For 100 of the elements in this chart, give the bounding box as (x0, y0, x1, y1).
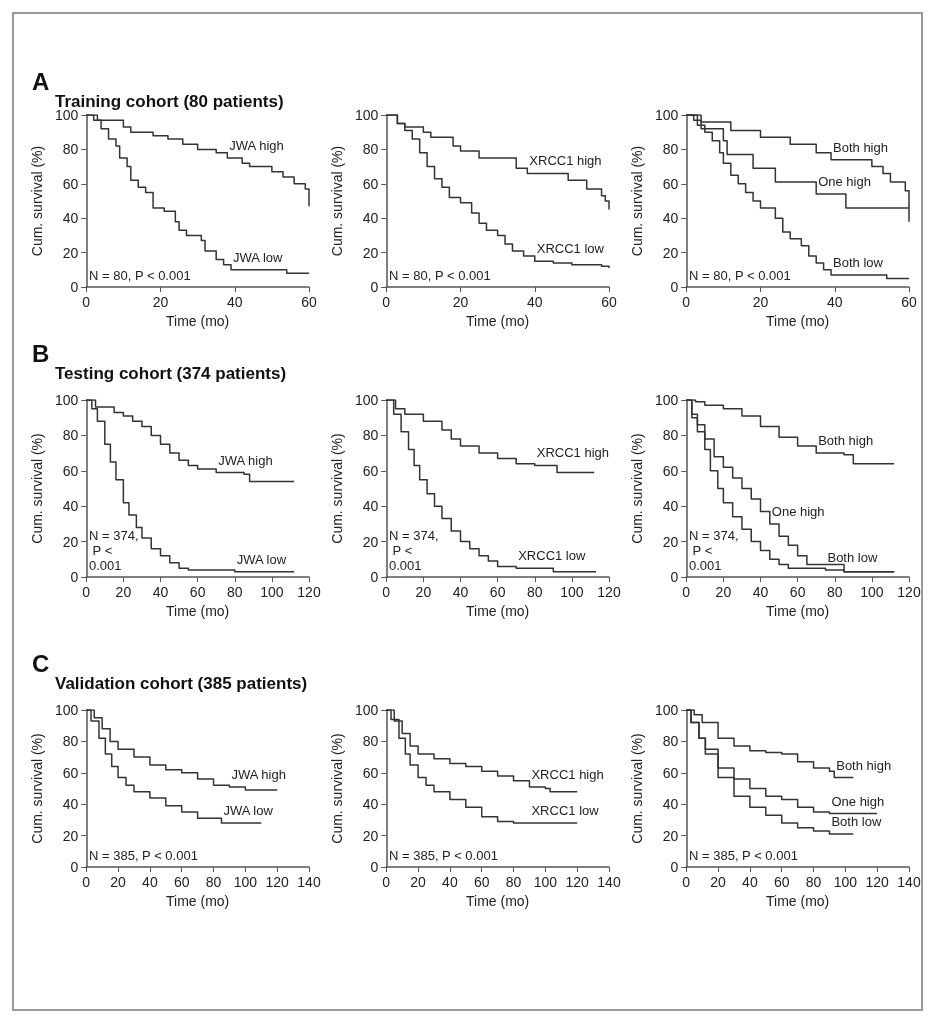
y-tick-label: 80 (362, 733, 379, 750)
y-tick-label: 0 (70, 859, 79, 875)
y-tick-label: 80 (362, 427, 379, 444)
x-tick-label: 40 (226, 294, 243, 310)
x-tick-label: 0 (82, 584, 91, 600)
x-tick-label: 20 (410, 874, 427, 890)
x-tick-label: 40 (142, 874, 158, 890)
x-tick-label: 140 (597, 874, 621, 890)
y-tick-label: 80 (62, 427, 79, 444)
y-tick-label: 60 (362, 175, 379, 192)
x-tick-label: 20 (715, 584, 732, 600)
chart-title: C (32, 650, 50, 678)
y-tick-label: 0 (70, 279, 79, 295)
y-tick-label: 0 (370, 859, 379, 875)
x-tick-label: 20 (115, 584, 132, 600)
series-label: One high (818, 174, 871, 190)
y-tick-label: 80 (662, 141, 679, 158)
chart-title: A (32, 68, 50, 96)
y-tick-label: 0 (670, 569, 679, 585)
x-tick-label: 40 (152, 584, 169, 600)
y-tick-label: 60 (362, 764, 379, 781)
y-tick-label: 40 (362, 796, 379, 813)
y-tick-label: 40 (662, 498, 679, 515)
y-tick-label: 100 (354, 107, 379, 123)
x-tick-label: 140 (897, 874, 921, 890)
x-axis-title: Time (mo) (166, 602, 230, 619)
annotation: N = 374, P < 0.001 (89, 528, 139, 573)
y-tick-label: 80 (362, 141, 379, 158)
x-tick-label: 20 (752, 294, 769, 310)
series-label: XRCC1 high (536, 445, 610, 461)
series-label: XRCC1 low (518, 548, 586, 564)
annotation: N = 80, P < 0.001 (389, 268, 491, 283)
series-label: Both low (833, 254, 884, 270)
y-axis-title: Cum. survival (%) (629, 433, 645, 544)
x-axis-title: Time (mo) (166, 892, 230, 909)
x-tick-label: 140 (297, 874, 321, 890)
annotation: N = 374, P < 0.001 (689, 528, 739, 573)
x-tick-label: 120 (897, 584, 921, 600)
y-tick-label: 100 (54, 702, 79, 718)
x-tick-label: 120 (565, 874, 590, 890)
x-tick-label: 60 (789, 584, 806, 600)
y-axis-title: Cum. survival (%) (29, 733, 45, 844)
x-tick-label: 0 (82, 294, 91, 310)
y-tick-label: 40 (662, 796, 679, 813)
x-tick-label: 80 (826, 584, 843, 600)
x-tick-label: 80 (505, 874, 522, 890)
series-label: JWA low (236, 551, 287, 567)
y-tick-label: 0 (670, 279, 679, 295)
x-tick-label: 0 (382, 584, 391, 600)
y-tick-label: 40 (62, 796, 79, 813)
annotation: N = 80, P < 0.001 (89, 268, 191, 283)
x-tick-label: 40 (742, 874, 758, 890)
y-tick-label: 100 (354, 702, 379, 718)
x-axis-title: Time (mo) (466, 602, 530, 619)
x-tick-label: 80 (526, 584, 543, 600)
y-axis-title: Cum. survival (%) (629, 145, 645, 257)
y-tick-label: 20 (62, 827, 79, 844)
y-tick-label: 20 (62, 244, 79, 261)
y-tick-label: 0 (70, 569, 79, 585)
x-tick-label: 120 (865, 874, 890, 890)
y-tick-label: 0 (370, 569, 379, 585)
y-tick-label: 80 (62, 733, 79, 750)
y-tick-label: 20 (362, 533, 379, 550)
y-tick-label: 80 (662, 427, 679, 444)
x-tick-label: 120 (297, 584, 321, 600)
chart-title: B (32, 340, 50, 368)
x-tick-label: 100 (860, 584, 884, 600)
x-tick-label: 0 (682, 874, 691, 890)
series-label: Both high (836, 757, 892, 773)
series-label: Both high (833, 139, 888, 155)
series-label: JWA high (218, 452, 273, 468)
y-tick-label: 100 (354, 392, 379, 408)
y-tick-label: 0 (670, 859, 679, 875)
series-label: JWA high (231, 766, 286, 782)
x-axis-title: Time (mo) (466, 892, 530, 909)
series-label: XRCC1 low (531, 803, 600, 819)
x-tick-label: 60 (901, 294, 917, 310)
y-tick-label: 40 (362, 210, 379, 227)
x-tick-label: 60 (773, 874, 790, 890)
annotation: N = 385, P < 0.001 (89, 848, 198, 863)
x-tick-label: 80 (226, 584, 243, 600)
y-tick-label: 20 (662, 244, 679, 261)
y-tick-label: 60 (662, 462, 679, 479)
y-tick-label: 20 (362, 244, 379, 261)
y-tick-label: 40 (62, 210, 79, 227)
x-tick-label: 60 (189, 584, 206, 600)
x-axis-title: Time (mo) (766, 602, 830, 619)
x-tick-label: 0 (82, 874, 91, 890)
y-axis-title: Cum. survival (%) (329, 733, 345, 844)
y-tick-label: 100 (654, 107, 679, 123)
x-axis-title: Time (mo) (766, 892, 830, 909)
y-tick-label: 100 (654, 702, 679, 718)
y-tick-label: 60 (662, 764, 679, 781)
annotation: N = 385, P < 0.001 (689, 848, 798, 863)
series-label: XRCC1 low (536, 241, 605, 257)
y-tick-label: 60 (62, 462, 79, 479)
y-tick-label: 60 (62, 764, 79, 781)
x-tick-label: 100 (533, 874, 558, 890)
series-label: JWA low (223, 803, 274, 819)
x-tick-label: 0 (682, 294, 691, 310)
